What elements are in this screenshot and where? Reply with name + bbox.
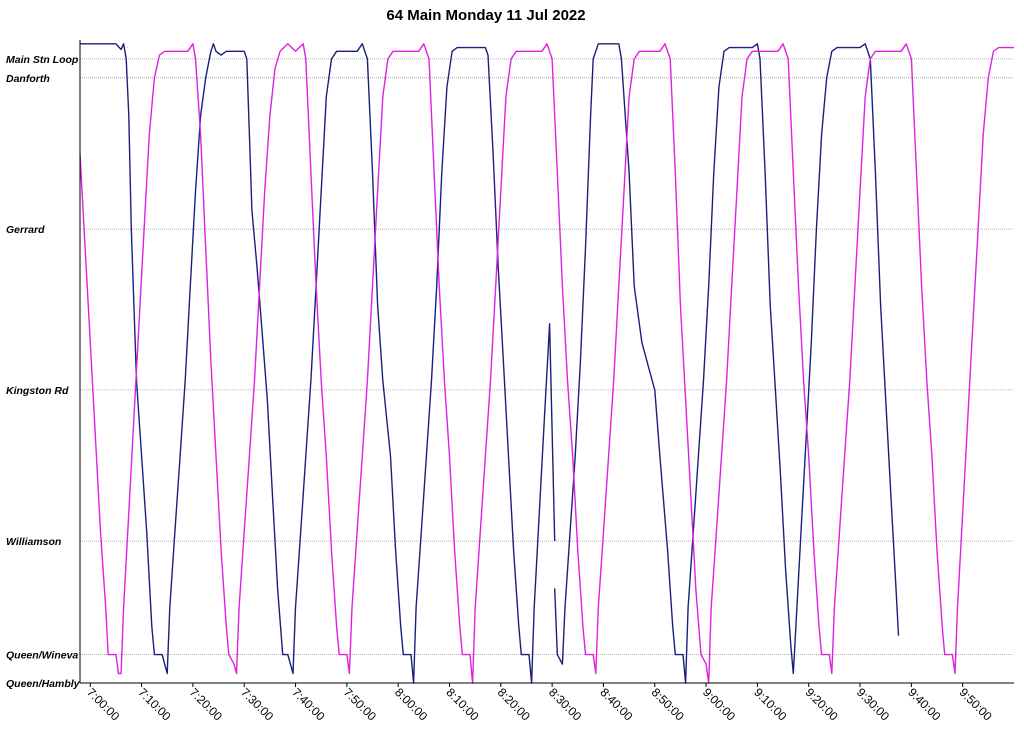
x-tick-label: 9:10:00 [751, 685, 789, 723]
y-tick-label: Danforth [6, 73, 50, 85]
series-line-1 [80, 43, 900, 684]
y-tick-label: Gerrard [6, 224, 45, 236]
x-tick-label: 9:40:00 [905, 685, 943, 723]
y-axis-labels: Main Stn Loop Danforth Gerrard Kingston Rd W… [6, 54, 81, 690]
x-tick-label: 8:20:00 [495, 685, 533, 723]
series-line-2 [79, 43, 1014, 684]
x-tick-label: 7:00:00 [84, 685, 122, 723]
x-tick-label: 9:20:00 [803, 685, 841, 723]
series-layer [79, 43, 1014, 684]
x-tick-label: 8:10:00 [443, 685, 481, 723]
x-tick-label: 8:00:00 [392, 685, 430, 723]
x-tick-label: 7:30:00 [238, 685, 276, 723]
x-tick-label: 7:50:00 [341, 685, 379, 723]
y-tick-label: Queen/Hambly [6, 678, 81, 690]
x-tick-label: 8:50:00 [649, 685, 687, 723]
y-tick-label: Williamson [6, 536, 61, 548]
x-axis-labels: 7:00:00 7:10:00 7:20:00 7:30:00 7:40:00 7:50:… [84, 683, 995, 724]
x-tick-label: 9:00:00 [700, 685, 738, 723]
chart-title: 64 Main Monday 11 Jul 2022 [386, 7, 585, 24]
x-tick-label: 9:50:00 [957, 685, 995, 723]
y-tick-label: Kingston Rd [6, 385, 69, 397]
x-tick-label: 8:40:00 [597, 685, 635, 723]
x-tick-label: 7:20:00 [187, 685, 225, 723]
y-tick-label: Queen/Wineva [6, 650, 78, 662]
x-tick-label: 8:30:00 [546, 685, 584, 723]
x-tick-label: 9:30:00 [854, 685, 892, 723]
x-tick-label: 7:10:00 [135, 685, 173, 723]
y-tick-label: Main Stn Loop [6, 54, 79, 66]
x-tick-label: 7:40:00 [289, 685, 327, 723]
